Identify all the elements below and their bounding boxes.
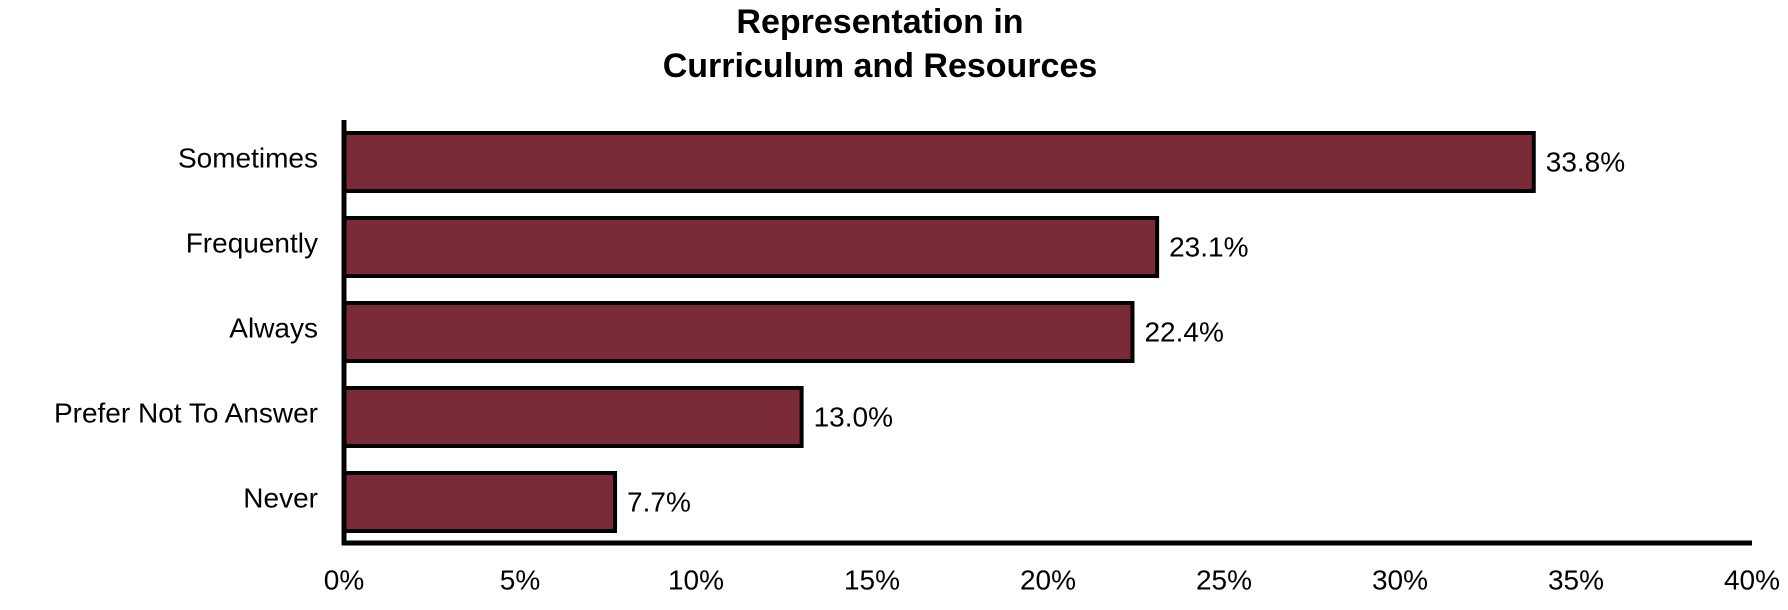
x-tick-label: 0% xyxy=(324,564,364,595)
data-label: 23.1% xyxy=(1169,231,1248,262)
y-tick-label: Frequently xyxy=(186,227,318,258)
data-label: 7.7% xyxy=(627,486,691,517)
chart-title: Representation in xyxy=(736,3,1023,41)
x-tick-label: 25% xyxy=(1196,564,1252,595)
x-tick-label: 15% xyxy=(844,564,900,595)
chart-title: Curriculum and Resources xyxy=(663,47,1098,85)
x-tick-label: 20% xyxy=(1020,564,1076,595)
bar xyxy=(342,471,618,533)
x-tick-label: 10% xyxy=(668,564,724,595)
y-tick-label: Sometimes xyxy=(178,142,318,173)
bar xyxy=(342,301,1135,363)
bar xyxy=(342,386,804,448)
y-tick-label: Prefer Not To Answer xyxy=(54,397,318,428)
x-tick-label: 30% xyxy=(1372,564,1428,595)
data-label: 33.8% xyxy=(1546,146,1625,177)
x-tick-label: 5% xyxy=(500,564,540,595)
data-label: 13.0% xyxy=(814,401,893,432)
data-label: 22.4% xyxy=(1144,316,1223,347)
bar xyxy=(342,216,1160,278)
bar xyxy=(342,131,1536,193)
x-tick-label: 40% xyxy=(1724,564,1780,595)
y-tick-label: Never xyxy=(243,482,318,513)
x-tick-label: 35% xyxy=(1548,564,1604,595)
y-tick-label: Always xyxy=(229,312,318,343)
